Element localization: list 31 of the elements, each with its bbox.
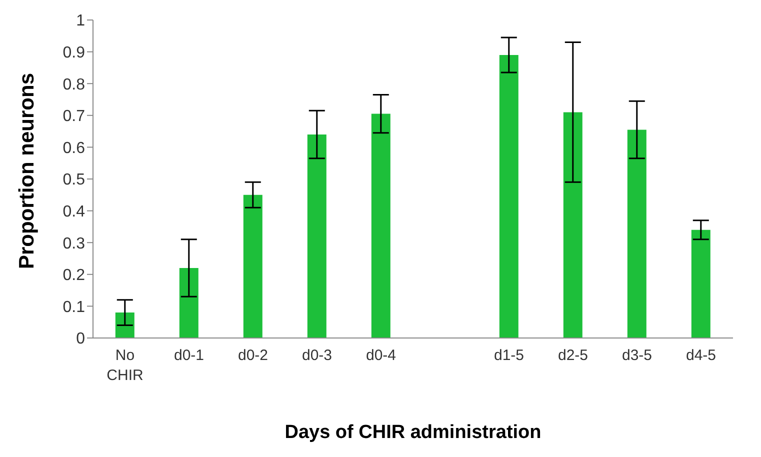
x-tick-label: d0-1 — [174, 347, 204, 364]
x-tick-label: No CHIR — [106, 347, 144, 384]
x-tick-label: d0-3 — [302, 347, 332, 364]
y-tick-label: 0.8 — [62, 76, 86, 94]
bar — [627, 130, 646, 338]
y-axis-title: Proportion neurons — [15, 73, 38, 269]
y-tick-label: 0.5 — [62, 172, 86, 189]
bar — [499, 54, 518, 338]
y-tick-label: 0.3 — [62, 235, 86, 252]
y-tick-label: 0.7 — [62, 108, 86, 126]
x-tick-label: d3-5 — [622, 347, 652, 364]
bar — [563, 112, 582, 338]
bar — [307, 134, 326, 338]
y-tick-label: 1 — [76, 12, 86, 30]
x-tick-label: d1-5 — [494, 347, 524, 364]
x-tick-label: d0-4 — [366, 347, 396, 364]
bar — [243, 194, 262, 338]
y-tick-label: 0.1 — [62, 298, 86, 316]
y-tick-label: 0.9 — [62, 44, 86, 62]
y-tick-label: 0.2 — [62, 267, 86, 284]
x-tick-label: d0-2 — [238, 347, 268, 364]
bar — [115, 312, 134, 338]
y-tick-label: 0.6 — [62, 140, 86, 157]
bar — [179, 268, 198, 338]
y-tick-label: 0.4 — [62, 203, 86, 220]
bar — [371, 114, 390, 338]
bar — [691, 230, 710, 338]
x-axis-title: Days of CHIR administration — [284, 422, 542, 443]
x-tick-label: d2-5 — [558, 347, 588, 364]
y-tick-label: 0 — [76, 330, 86, 348]
x-tick-label: d4-5 — [686, 347, 716, 364]
